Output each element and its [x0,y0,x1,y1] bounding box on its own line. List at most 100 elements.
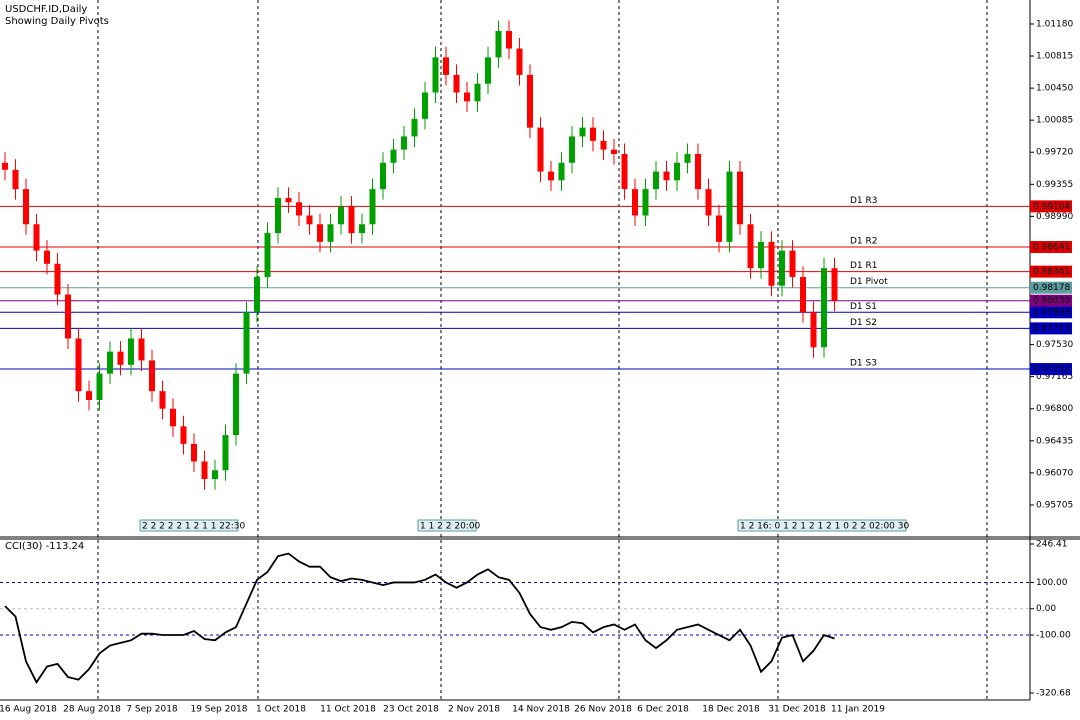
x-tick-label: 6 Dec 2018 [637,705,689,715]
candle-body [317,224,323,242]
candle-body [411,118,418,137]
x-tick-label: 28 Aug 2018 [63,705,121,715]
candle-body [632,189,638,216]
y-tick-label: 0.95705 [1036,500,1073,510]
y-tick-label: 0.96435 [1036,436,1073,446]
candle-body [401,136,407,150]
price-box [1030,306,1072,319]
candle-body [695,153,701,190]
candle-body [831,268,838,301]
pivot-label: D1 S3 [850,359,877,369]
pivot-label: D1 Pivot [850,277,888,287]
y-tick-label: 0.97165 [1036,372,1073,382]
candle-body [54,263,61,295]
price-box-label: 0.97715 [1033,324,1070,334]
candle-body [180,426,187,444]
price-box [1030,322,1072,335]
candle-body [579,127,586,137]
candle-body [12,169,19,190]
candle-body [285,197,292,203]
candle-body [747,224,754,269]
price-box-label: 0.98361 [1033,267,1070,277]
y-tick-label: 1.00450 [1036,84,1073,94]
indicator-title: CCI(30) -113.24 [5,541,84,552]
pivot-label: D1 S2 [850,318,877,328]
candle-body [243,312,250,374]
candle-body [212,470,218,480]
x-tick-label: 16 Aug 2018 [0,705,57,715]
candle-body [768,241,775,286]
candle-body [590,127,596,141]
y-tick-label: 0.97530 [1036,340,1073,350]
price-box-label: 0.97252 [1033,365,1070,375]
candle-body [653,171,659,190]
candle-body [516,48,523,75]
price-box-label: 0.99104 [1033,202,1070,212]
candle-body [149,360,155,392]
candle-body [117,351,124,365]
candle-body [600,140,607,150]
y-tick-label: 0.98990 [1036,212,1073,222]
pivot-label: D1 R3 [850,196,878,206]
candle-body [191,443,197,462]
candle-body [369,189,376,225]
candle-body [810,312,817,348]
chart-title: USDCHF.ID,Daily [5,4,87,15]
price-box-label: 0.98030 [1033,296,1070,306]
price-box [1030,200,1072,213]
candle-body [779,250,785,286]
candle-body [264,233,271,277]
candle-body [558,162,565,181]
price-box [1030,265,1072,278]
time-marker: 2 2 2 2 2 1 2 1 1 22:30 [142,522,245,532]
candle-body [705,189,712,216]
cci-line [4,552,835,685]
candle-body [296,202,302,216]
candle-body [23,189,29,225]
candle-body [642,189,649,216]
y-tick-label: 0.99355 [1036,180,1073,190]
y-tick-label: 0.00 [1036,604,1056,614]
candle-body [159,391,166,409]
period-separators [97,0,988,700]
candle-body [758,241,764,269]
candle-body [327,224,334,242]
candle-body [789,250,796,277]
candle-body [128,338,134,365]
candle-body [506,31,512,49]
candle-body [432,57,439,93]
candle-body [684,153,691,163]
candle-body [548,171,554,181]
candle-body [474,83,481,102]
x-tick-label: 11 Jan 2019 [831,705,885,715]
candle-body [380,162,386,190]
candle-body [737,171,743,225]
candle-body [800,276,806,313]
candle-body [170,408,176,427]
y-tick-label: 0.99720 [1036,148,1073,158]
x-tick-label: 14 Nov 2018 [512,705,570,715]
price-box-label: 0.98178 [1033,283,1070,293]
candle-body [33,224,40,251]
candle-body [621,153,628,190]
y-tick-label: 246.41 [1036,539,1068,549]
candle-body [726,171,733,242]
time-marker: 1 1 2 2 20:00 [420,522,481,532]
y-tick-label: 100.00 [1036,578,1068,588]
y-tick-label: -320.68 [1036,689,1071,699]
time-marker-box [417,519,477,532]
candle-body [611,149,617,154]
x-tick-label: 1 Oct 2018 [256,705,306,715]
candle-body [443,57,449,75]
candle-body [275,197,281,234]
pivot-label: D1 R2 [850,237,878,247]
time-marker: 1 2 16: 0 1 2 1 2 1 2 1 0 2 2 02:00 30 [740,522,909,532]
candle-body [138,338,145,361]
x-tick-label: 7 Sep 2018 [126,705,178,715]
candle-body [359,224,365,234]
candle-body [537,127,544,172]
candle-body [75,338,82,392]
price-box [1030,294,1072,307]
candle-body [674,162,680,181]
